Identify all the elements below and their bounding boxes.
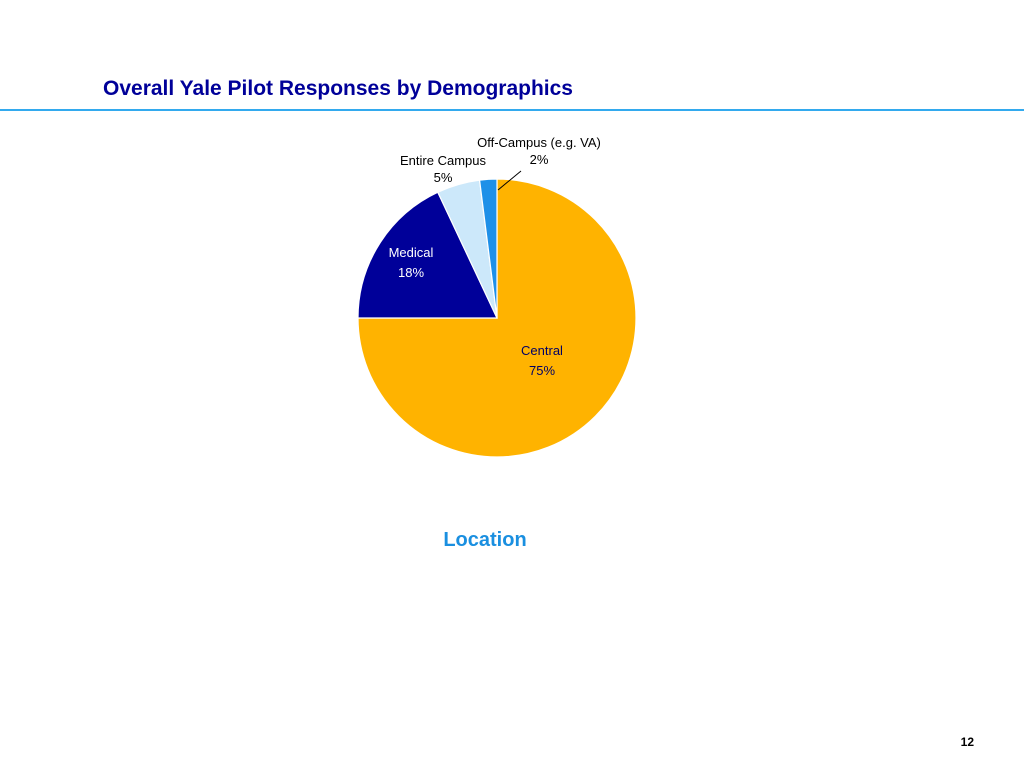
pie-labels: Central 75% Medical 18% Entire Campus 5% Off-C… [389, 135, 601, 378]
slide-title: Overall Yale Pilot Responses by Demograp… [103, 77, 573, 100]
pie-slice-off-campus-e-g-va [478, 178, 498, 319]
page-number: 12 [960, 735, 974, 749]
slice-value-entire-campus: 5% [434, 170, 453, 185]
slice-label-central: Central [521, 343, 563, 358]
slice-value-medical: 18% [398, 265, 424, 280]
title-divider [0, 109, 1024, 111]
slice-label-entire-campus: Entire Campus [400, 153, 486, 168]
slice-label-medical: Medical [389, 245, 434, 260]
pie-slice-medical [357, 191, 498, 319]
chart-caption: Location [443, 529, 527, 551]
leader-line-off-campus-e-g-va [497, 170, 522, 191]
slice-label-off-campus-e-g-va: Off-Campus (e.g. VA) [477, 135, 601, 150]
slice-value-off-campus-e-g-va: 2% [530, 152, 549, 167]
pie-slices [357, 178, 637, 458]
slice-value-central: 75% [529, 363, 555, 378]
pie-slice-central [357, 178, 637, 458]
